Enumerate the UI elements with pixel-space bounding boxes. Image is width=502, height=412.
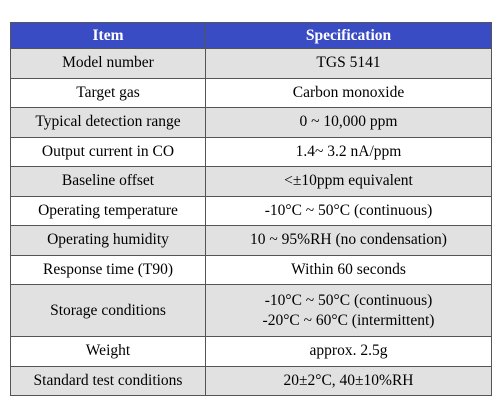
item-cell: Response time (T90) xyxy=(10,254,206,285)
table-row: Standard test conditions 20±2°C, 40±10%RH xyxy=(10,365,492,396)
item-cell: Weight xyxy=(10,336,206,367)
spec-line: -10°C ~ 50°C (continuous) xyxy=(264,291,433,309)
item-cell: Baseline offset xyxy=(10,166,206,197)
header-cell: Specification xyxy=(205,22,492,49)
table-row: Typical detection range 0 ~ 10,000 ppm xyxy=(10,107,492,138)
spec-cell: 0 ~ 10,000 ppm xyxy=(205,107,492,138)
item-cell: Output current in CO xyxy=(10,136,206,167)
spec-cell: 1.4~ 3.2 nA/ppm xyxy=(205,136,492,167)
item-cell: Storage conditions xyxy=(10,284,206,337)
spec-cell: <±10ppm equivalent xyxy=(205,166,492,197)
spec-line: -20°C ~ 60°C (intermittent) xyxy=(262,311,435,329)
item-cell: Target gas xyxy=(10,77,206,108)
table-row: Operating humidity 10 ~ 95%RH (no condens… xyxy=(10,225,492,256)
table-row: Output current in CO 1.4~ 3.2 nA/ppm xyxy=(10,136,492,167)
spec-cell: Within 60 seconds xyxy=(205,254,492,285)
item-cell: Model number xyxy=(10,48,206,79)
item-cell: Operating temperature xyxy=(10,195,206,226)
table-row: Model number TGS 5141 xyxy=(10,48,492,79)
item-cell: Standard test conditions xyxy=(10,365,206,396)
spec-cell: -10°C ~ 50°C (continuous) xyxy=(205,195,492,226)
item-cell: Operating humidity xyxy=(10,225,206,256)
header-cell: Item xyxy=(10,22,206,49)
spec-cell: -10°C ~ 50°C (continuous) -20°C ~ 60°C (i… xyxy=(205,284,492,337)
spec-cell: 20±2°C, 40±10%RH xyxy=(205,365,492,396)
spec-cell: approx. 2.5g xyxy=(205,336,492,367)
spec-table: Item Specification Model number TGS 5141 T… xyxy=(10,22,492,396)
table-row: Target gas Carbon monoxide xyxy=(10,77,492,108)
table-header: Item Specification xyxy=(10,22,492,49)
table-row: Response time (T90) Within 60 seconds xyxy=(10,254,492,285)
table-row: Baseline offset <±10ppm equivalent xyxy=(10,166,492,197)
header-row: Item Specification xyxy=(10,22,492,49)
table-row: Weight approx. 2.5g xyxy=(10,336,492,367)
table-body: Model number TGS 5141 Target gas Carbon mon… xyxy=(10,48,492,396)
spec-cell: 10 ~ 95%RH (no condensation) xyxy=(205,225,492,256)
spec-cell: TGS 5141 xyxy=(205,48,492,79)
table-row: Operating temperature -10°C ~ 50°C (conti… xyxy=(10,195,492,226)
item-cell: Typical detection range xyxy=(10,107,206,138)
table-row: Storage conditions -10°C ~ 50°C (continuo… xyxy=(10,284,492,337)
spec-cell: Carbon monoxide xyxy=(205,77,492,108)
